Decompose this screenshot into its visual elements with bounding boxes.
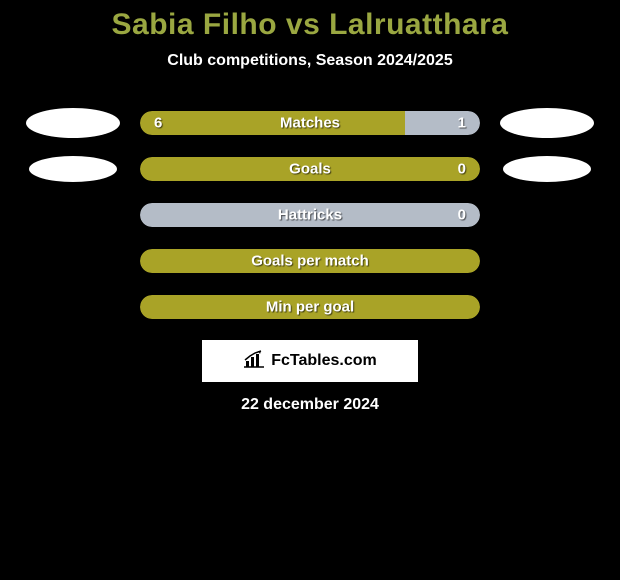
comparison-widget: Sabia Filho vs Lalruatthara Club competi… xyxy=(0,0,620,414)
bar-segment-left xyxy=(140,111,405,135)
avatar-slot-right xyxy=(498,156,596,182)
stat-row: Goals per match xyxy=(0,238,620,284)
page-title: Sabia Filho vs Lalruatthara xyxy=(0,8,620,42)
bar-segment-full xyxy=(140,203,480,227)
avatar-slot-left xyxy=(24,156,122,182)
page-subtitle: Club competitions, Season 2024/2025 xyxy=(0,52,620,70)
stat-row: Min per goal xyxy=(0,284,620,330)
stat-row: Goals0 xyxy=(0,146,620,192)
credit-text: FcTables.com xyxy=(271,352,377,370)
player-avatar-right xyxy=(500,108,594,138)
bar-segment-full xyxy=(140,295,480,319)
stat-bar: Hattricks0 xyxy=(140,203,480,227)
bar-segment-right xyxy=(405,111,480,135)
stat-rows: Matches61 Goals0 Hattricks0 Goals per match… xyxy=(0,100,620,330)
bar-segment-full xyxy=(140,157,480,181)
date-text: 22 december 2024 xyxy=(0,396,620,414)
chart-icon xyxy=(243,350,265,373)
stat-row: Hattricks0 xyxy=(0,192,620,238)
avatar-slot-right xyxy=(498,108,596,138)
stat-bar: Goals per match xyxy=(140,249,480,273)
player-avatar-left xyxy=(29,156,117,182)
stat-bar: Goals0 xyxy=(140,157,480,181)
stat-bar: Matches61 xyxy=(140,111,480,135)
avatar-slot-left xyxy=(24,108,122,138)
credit-badge[interactable]: FcTables.com xyxy=(202,340,418,382)
stat-row: Matches61 xyxy=(0,100,620,146)
player-avatar-right xyxy=(503,156,591,182)
player-avatar-left xyxy=(26,108,120,138)
stat-bar: Min per goal xyxy=(140,295,480,319)
bar-segment-full xyxy=(140,249,480,273)
